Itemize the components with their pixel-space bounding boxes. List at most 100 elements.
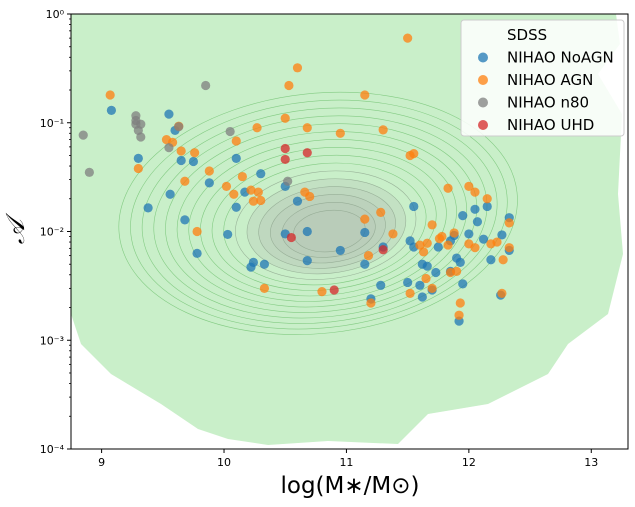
nihao-noagn-point [143, 203, 153, 213]
x-axis: 9 10 11 12 13 [98, 449, 598, 469]
nihao-agn-point [284, 80, 294, 91]
nihao-agn-point [317, 287, 327, 297]
nihao-noagn-point [482, 201, 492, 212]
x-tick-label: 13 [584, 456, 598, 469]
nihao-noagn-point [472, 217, 483, 227]
nihao-n80-point [225, 126, 235, 137]
nihao-noagn-point [335, 245, 345, 256]
nihao-agn-point [378, 125, 388, 135]
nihao-uhd-point [302, 148, 312, 158]
y-tick-label: 10⁰ [46, 8, 65, 21]
nihao-agn-point [237, 171, 247, 182]
nihao-agn-point [335, 128, 345, 138]
density-contour [188, 139, 457, 302]
nihao-noagn-point [180, 215, 190, 225]
density-contour [176, 131, 467, 308]
y-tick-label: 10⁻³ [40, 334, 64, 347]
nihao-noagn-point [223, 229, 233, 240]
nihao-noagn-point [431, 267, 441, 278]
y-axis-label: 𝒜 [1, 212, 31, 244]
legend-entry-nihao-agn[interactable]: NIHAO AGN [507, 71, 593, 89]
nihao-agn-point [497, 288, 507, 298]
nihao-noagn-point [360, 259, 370, 269]
nihao-agn-point [421, 273, 431, 284]
legend-entry-nihao-noagn[interactable]: NIHAO NoAGN [507, 49, 614, 67]
legend-entry-nihao-uhd[interactable]: NIHAO UHD [507, 116, 594, 134]
density-contour [130, 99, 508, 330]
legend[interactable]: SDSS NIHAO NoAGN NIHAO AGN NIHAO n80 NIHAO U… [460, 19, 625, 137]
nihao-agn-point [504, 243, 514, 253]
nihao-agn-point [302, 123, 312, 133]
nihao-noagn-point [360, 227, 370, 238]
nihao-agn-point [464, 181, 474, 191]
nihao-noagn-point [433, 242, 443, 252]
nihao-n80-point [131, 111, 141, 121]
density-contour [165, 123, 478, 313]
nihao-noagn-point [302, 226, 312, 237]
nihao-agn-point [443, 240, 453, 250]
legend-marker-nihao-agn [478, 75, 488, 85]
nihao-uhd-point [280, 154, 290, 165]
y-axis: 10⁻⁴ 10⁻³ 10⁻² 10⁻¹ 10⁰ [40, 8, 71, 456]
nihao-agn-point [180, 176, 190, 186]
nihao-agn-point [360, 90, 370, 100]
nihao-noagn-point [486, 255, 496, 265]
nihao-agn-point [252, 123, 262, 133]
nihao-agn-point [248, 196, 259, 206]
y-tick-label: 10⁻¹ [40, 117, 64, 130]
nihao-noagn-point [248, 257, 259, 267]
nihao-noagn-point [256, 169, 266, 179]
x-axis-label: log(M∗/M⊙) [281, 473, 420, 499]
nihao-agn-point [452, 266, 462, 276]
nihao-n80-point [201, 80, 211, 91]
nihao-uhd-point [280, 143, 290, 154]
nihao-agn-point [492, 237, 502, 247]
nihao-agn-point [455, 298, 465, 308]
nihao-agn-point [259, 283, 270, 293]
nihao-agn-point [360, 214, 370, 224]
nihao-noagn-point [133, 153, 143, 164]
nihao-noagn-point [231, 153, 241, 164]
nihao-agn-point [470, 187, 480, 197]
nihao-noagn-point [192, 248, 202, 258]
nihao-agn-point [498, 255, 508, 265]
nihao-noagn-point [376, 280, 386, 290]
nihao-agn-point [454, 310, 464, 320]
nihao-noagn-point [106, 105, 116, 115]
nihao-uhd-point [378, 245, 388, 255]
nihao-noagn-point [458, 279, 468, 289]
nihao-noagn-point [497, 230, 507, 240]
nihao-agn-point [253, 187, 263, 197]
legend-entry-sdss[interactable]: SDSS [507, 26, 547, 44]
nihao-agn-point [415, 240, 425, 250]
nihao-noagn-point [176, 155, 186, 166]
x-tick-label: 11 [339, 456, 353, 469]
nihao-agn-point [229, 189, 239, 199]
nihao-noagn-point [409, 201, 419, 212]
nihao-noagn-point [292, 196, 303, 206]
nihao-n80-point [283, 176, 293, 186]
nihao-agn-point [221, 181, 232, 191]
nihao-agn-point [256, 195, 266, 206]
nihao-noagn-point [259, 259, 270, 269]
nihao-agn-point [366, 298, 376, 308]
nihao-agn-point [105, 90, 115, 100]
x-tick-label: 12 [462, 456, 476, 469]
nihao-agn-point [280, 113, 290, 123]
density-contour [258, 186, 396, 269]
legend-marker-nihao-n80 [478, 97, 488, 108]
nihao-noagn-point [470, 204, 480, 214]
nihao-agn-point [305, 191, 315, 202]
nihao-n80-point [174, 122, 184, 132]
nihao-noagn-point [455, 257, 465, 267]
nihao-agn-point [427, 283, 437, 293]
y-tick-label: 10⁻² [40, 226, 64, 239]
nihao-agn-point [403, 33, 413, 43]
density-contour [118, 91, 518, 335]
legend-entry-nihao-n80[interactable]: NIHAO n80 [507, 94, 589, 112]
nihao-agn-point [470, 243, 480, 253]
nihao-noagn-point [478, 234, 489, 244]
nihao-agn-point [482, 194, 492, 204]
nihao-noagn-point [417, 292, 427, 302]
